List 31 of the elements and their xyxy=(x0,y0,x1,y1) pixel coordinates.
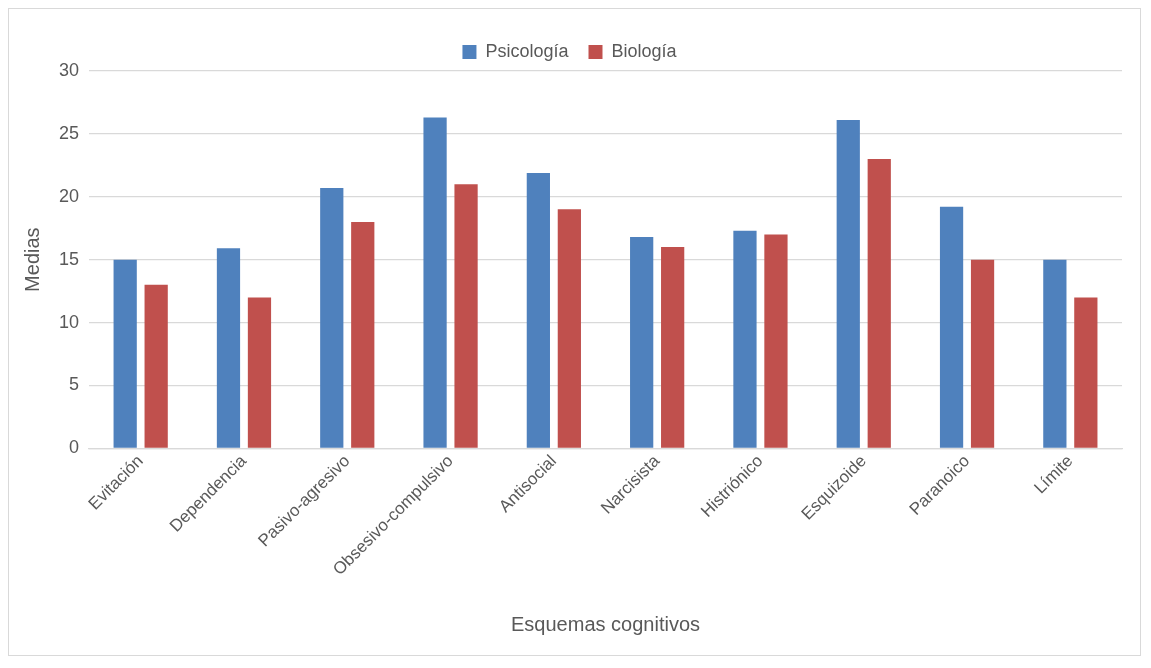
y-tick-label: 15 xyxy=(58,248,80,269)
bar xyxy=(351,221,375,448)
y-axis-title: Medias xyxy=(20,227,43,292)
bar xyxy=(661,247,685,448)
bar xyxy=(144,284,168,448)
bar xyxy=(454,184,478,448)
bar xyxy=(557,209,581,448)
bar xyxy=(939,206,964,448)
bar xyxy=(1043,259,1067,448)
bar xyxy=(630,237,654,448)
y-tick-label: 20 xyxy=(58,185,80,206)
bar xyxy=(526,172,550,448)
y-tick-label: 30 xyxy=(58,59,80,80)
y-tick-label: 5 xyxy=(69,374,80,395)
bar xyxy=(1074,297,1098,448)
bar xyxy=(970,259,995,448)
legend-label: Psicología xyxy=(485,40,570,61)
bar xyxy=(423,117,447,448)
bar xyxy=(216,248,241,448)
y-tick-label: 25 xyxy=(58,122,80,143)
legend-label: Biología xyxy=(611,40,678,61)
y-tick-label: 10 xyxy=(58,311,80,332)
bar xyxy=(733,230,757,448)
bar xyxy=(764,234,788,448)
bar xyxy=(113,259,137,448)
y-tick-label: 0 xyxy=(69,437,80,458)
bar xyxy=(320,187,344,448)
bar xyxy=(867,159,891,448)
x-axis-title: Esquemas cognitivos xyxy=(511,612,700,635)
bar xyxy=(247,297,272,448)
bar xyxy=(836,120,860,448)
